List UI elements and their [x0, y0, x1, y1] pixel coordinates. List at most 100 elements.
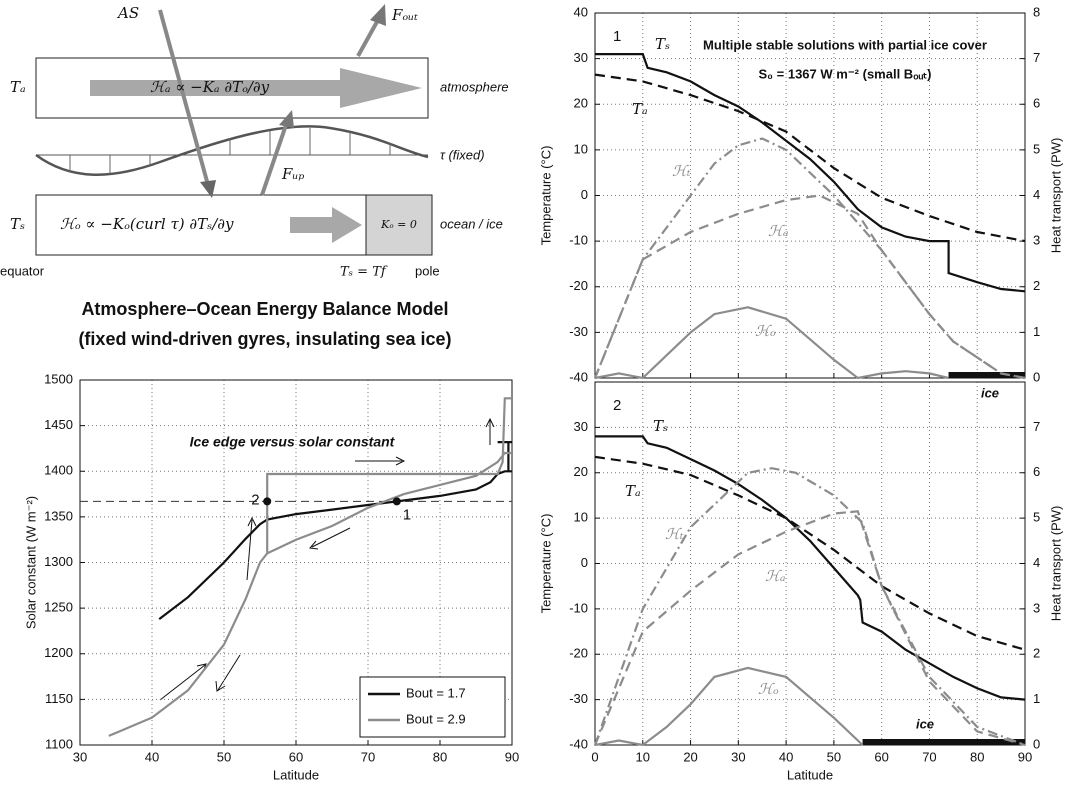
- y2-tick-label: 4: [1033, 555, 1040, 570]
- freeze-label: Tₛ = Tf: [340, 265, 388, 280]
- y-tick-label: -20: [569, 278, 588, 293]
- y-tick-label: 10: [574, 141, 588, 156]
- y-tick-label: -30: [569, 324, 588, 339]
- y2-tick-label: 2: [1033, 278, 1040, 293]
- fout-arrowhead: [370, 4, 386, 26]
- atm-flux: ℋₐ ∝ −Kₐ ∂Tₒ/∂y: [150, 78, 270, 96]
- x-tick-label: 70: [922, 749, 936, 764]
- plot-frame: [594, 12, 1026, 379]
- chart-title: Multiple stable solutions with partial i…: [703, 37, 987, 52]
- atm-name: atmosphere: [440, 79, 509, 94]
- ocean-temp: Tₛ: [10, 215, 25, 233]
- series-label: ℋₒ: [755, 322, 776, 340]
- y2-tick-label: 3: [1033, 600, 1040, 615]
- y2-tick-label: 7: [1033, 419, 1040, 434]
- y-tick-label: -20: [569, 646, 588, 661]
- y-tick-label: 1200: [44, 645, 73, 660]
- fup-label: Fᵤₚ: [281, 165, 304, 183]
- series-label: Tₛ: [655, 35, 670, 53]
- series-label: ℋₐ: [768, 222, 788, 240]
- series-label: Tₛ: [653, 417, 668, 435]
- y-tick-label: -30: [569, 691, 588, 706]
- plot-frame: [594, 381, 1026, 746]
- series-line: [594, 455, 1026, 651]
- series-label: ℋₐ: [765, 567, 785, 585]
- legend-entry: Bout = 1.7: [406, 685, 466, 700]
- panel-label: 1: [613, 28, 621, 45]
- y-tick-label: 10: [574, 510, 588, 525]
- y-tick-label: 1450: [44, 417, 73, 432]
- fout-arrow: [356, 19, 380, 57]
- x-tick-label: 80: [433, 749, 447, 764]
- ice-k: Kₒ = 0: [380, 218, 417, 231]
- series-line: [593, 467, 1026, 747]
- ice-bar: [948, 372, 1025, 378]
- pole-label: pole: [415, 263, 440, 278]
- fup-arrow: [260, 124, 288, 196]
- y-tick-label: 1100: [45, 736, 73, 751]
- series-label: ℋₜ: [672, 162, 691, 180]
- series-line: [108, 397, 512, 737]
- x-axis-label: Latitude: [787, 767, 833, 782]
- x-tick-label: 30: [731, 749, 745, 764]
- y2-tick-label: 2: [1033, 646, 1040, 661]
- series-line: [593, 137, 1026, 380]
- state-point: [263, 497, 272, 506]
- chart-subtitle: S₀ = 1367 W m⁻² (small Bₒᵤₜ): [759, 66, 932, 81]
- y-tick-label: -40: [569, 369, 588, 384]
- y-tick-label: 30: [574, 419, 588, 434]
- series-label: ℋₜ: [665, 525, 684, 543]
- y-tick-label: -40: [569, 736, 588, 751]
- series-label: ℋₒ: [758, 680, 779, 698]
- wind-label: τ (fixed): [440, 147, 485, 162]
- y-tick-label: -10: [569, 233, 588, 248]
- x-tick-label: 20: [683, 749, 697, 764]
- series-line: [594, 666, 864, 747]
- y-tick-label: 1150: [45, 691, 73, 706]
- series-line: [593, 194, 1026, 380]
- y-axis-label: Temperature (°C): [538, 514, 553, 614]
- hysteresis-arrows: [159, 417, 495, 701]
- series-line: [593, 510, 1026, 747]
- x-tick-label: 60: [874, 749, 888, 764]
- y-tick-label: 40: [574, 4, 588, 19]
- ice-bar: [862, 739, 1025, 745]
- series-label: Tₐ: [632, 100, 648, 118]
- y2-axis-label: Heat transport (PW): [1048, 506, 1063, 622]
- y2-tick-label: 1: [1033, 324, 1040, 339]
- y2-tick-label: 7: [1033, 50, 1040, 65]
- point-label: 2: [251, 491, 259, 508]
- y2-tick-label: 0: [1033, 369, 1040, 384]
- wind-curve: [35, 125, 429, 176]
- y-tick-label: 1300: [44, 554, 73, 569]
- x-tick-label: 90: [505, 749, 519, 764]
- x-tick-label: 40: [145, 749, 159, 764]
- x-tick-label: 60: [289, 749, 303, 764]
- y-axis-label: Temperature (°C): [538, 146, 553, 246]
- x-tick-label: 40: [779, 749, 793, 764]
- y2-tick-label: 8: [1033, 4, 1040, 19]
- series-line: [594, 73, 1026, 243]
- y2-tick-label: 6: [1033, 96, 1040, 111]
- series-line: [595, 435, 1026, 701]
- y-axis-label: Solar constant (W m⁻²): [23, 496, 38, 629]
- series-line: [595, 53, 1026, 293]
- ocean-arrow: [290, 207, 362, 243]
- equator-label: equator: [0, 263, 45, 278]
- incoming-label: AS: [116, 4, 139, 22]
- x-tick-label: 0: [591, 749, 598, 764]
- ice-label: ice: [916, 716, 934, 731]
- legend-box: [359, 676, 506, 738]
- annotation: Ice edge versus solar constant: [190, 434, 396, 450]
- y2-axis-label: Heat transport (PW): [1048, 138, 1063, 254]
- y2-tick-label: 5: [1033, 510, 1040, 525]
- fup-arrowhead: [279, 110, 294, 128]
- series-label: Tₐ: [625, 482, 641, 500]
- schematic: AS Fₒᵤₜ Fᵤₚ Tₐ ℋₐ ∝ −Kₐ ∂Tₒ/∂y atmospher…: [0, 4, 509, 349]
- y-tick-label: 0: [581, 555, 588, 570]
- x-tick-label: 50: [217, 749, 231, 764]
- y2-tick-label: 0: [1033, 736, 1040, 751]
- ocean-name: ocean / ice: [440, 216, 503, 231]
- panel-label: 2: [613, 397, 621, 414]
- y-tick-label: 1350: [44, 508, 73, 523]
